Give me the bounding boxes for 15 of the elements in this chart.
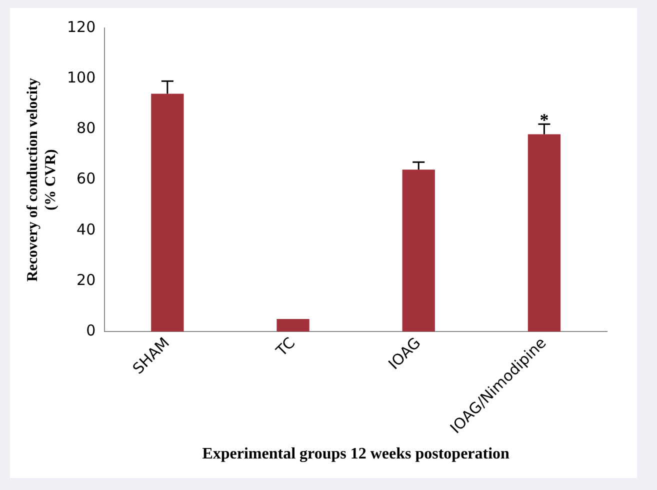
bar — [151, 94, 184, 332]
bar — [276, 318, 310, 332]
y-axis-title: Recovery of conduction velocity (% CVR) — [24, 77, 59, 282]
y-tick-label: 20 — [76, 270, 96, 289]
annotation: * — [540, 110, 549, 130]
y-tick-label: 60 — [76, 170, 96, 188]
y-tick-label: 100 — [66, 68, 96, 86]
y-tick-label: 40 — [76, 220, 96, 238]
bar — [402, 170, 435, 332]
x-axis-title: Experimental groups 12 weeks postoperation — [202, 446, 510, 463]
x-tick-label: TC — [272, 334, 299, 361]
bar — [528, 134, 561, 332]
y-tick-label: 120 — [66, 18, 96, 36]
y-tick-label: 80 — [76, 119, 96, 138]
y-tick-label: 0 — [86, 322, 96, 340]
